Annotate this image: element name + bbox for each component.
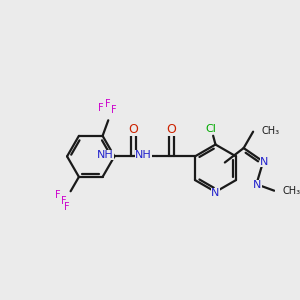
Text: NH: NH: [135, 151, 152, 160]
Text: CH₃: CH₃: [282, 186, 300, 196]
Text: O: O: [128, 123, 138, 136]
Text: NH: NH: [97, 151, 114, 160]
Text: Cl: Cl: [206, 124, 217, 134]
Text: N: N: [211, 188, 220, 198]
Text: N: N: [260, 157, 268, 166]
Text: F: F: [111, 105, 116, 115]
Text: O: O: [167, 123, 176, 136]
Text: F: F: [98, 103, 104, 113]
Text: F: F: [106, 99, 111, 109]
Text: F: F: [61, 196, 66, 206]
Text: F: F: [55, 190, 61, 200]
Text: F: F: [64, 202, 70, 212]
Text: CH₃: CH₃: [261, 126, 280, 136]
Text: N: N: [253, 180, 262, 190]
